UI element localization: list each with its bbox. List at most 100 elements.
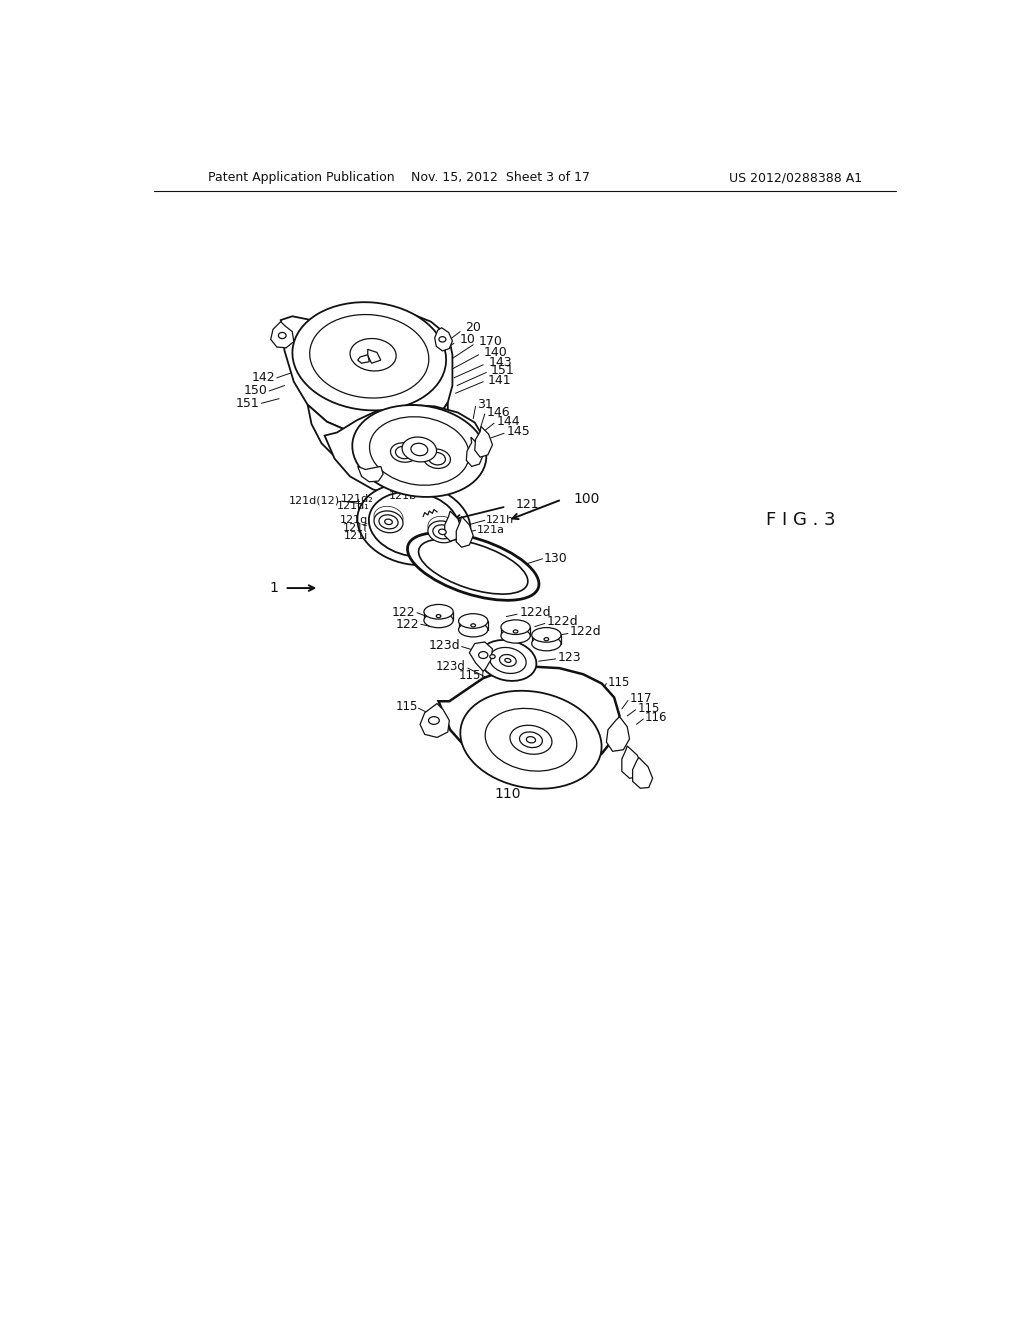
Ellipse shape — [519, 731, 543, 747]
Ellipse shape — [501, 628, 530, 643]
Text: 122: 122 — [395, 618, 419, 631]
Polygon shape — [466, 437, 483, 466]
Text: 121i: 121i — [343, 531, 368, 541]
Polygon shape — [357, 355, 370, 363]
Text: 121f: 121f — [343, 523, 368, 533]
Ellipse shape — [513, 630, 518, 634]
Ellipse shape — [370, 417, 469, 486]
Ellipse shape — [402, 437, 436, 462]
Ellipse shape — [500, 655, 516, 667]
Ellipse shape — [357, 483, 470, 565]
Ellipse shape — [489, 647, 526, 673]
Text: 115: 115 — [395, 700, 418, 713]
Text: 122d: 122d — [569, 626, 601, 639]
Text: 140: 140 — [483, 346, 507, 359]
Text: 144: 144 — [497, 416, 520, 428]
Ellipse shape — [411, 444, 428, 455]
Text: 1: 1 — [269, 581, 279, 595]
Ellipse shape — [374, 511, 403, 533]
Polygon shape — [281, 308, 453, 436]
Text: 142: 142 — [252, 371, 275, 384]
Polygon shape — [622, 746, 643, 779]
Polygon shape — [438, 667, 620, 775]
Text: 100: 100 — [573, 492, 600, 506]
Text: 121d(12): 121d(12) — [289, 495, 340, 506]
Text: 115: 115 — [608, 676, 631, 689]
Polygon shape — [469, 642, 493, 671]
Text: 20: 20 — [466, 321, 481, 334]
Text: US 2012/0288388 A1: US 2012/0288388 A1 — [729, 172, 862, 185]
Ellipse shape — [479, 640, 537, 681]
Text: 146: 146 — [486, 407, 510, 418]
Ellipse shape — [428, 521, 457, 543]
Ellipse shape — [531, 627, 561, 643]
Text: 123: 123 — [558, 651, 582, 664]
Text: F I G . 3: F I G . 3 — [766, 511, 836, 529]
Text: 32: 32 — [330, 346, 345, 359]
Polygon shape — [270, 322, 294, 348]
Ellipse shape — [379, 515, 398, 529]
Polygon shape — [475, 426, 493, 457]
Ellipse shape — [459, 622, 487, 638]
Ellipse shape — [390, 442, 418, 462]
Ellipse shape — [374, 507, 403, 528]
Ellipse shape — [433, 525, 452, 539]
Text: 123d: 123d — [435, 660, 466, 673]
Ellipse shape — [352, 405, 486, 496]
Text: 122d: 122d — [547, 615, 578, 628]
Text: 151: 151 — [237, 397, 260, 409]
Text: 121g: 121g — [340, 515, 368, 525]
Text: 121b: 121b — [389, 491, 417, 500]
Ellipse shape — [438, 529, 446, 535]
Polygon shape — [435, 327, 453, 351]
Text: Nov. 15, 2012  Sheet 3 of 17: Nov. 15, 2012 Sheet 3 of 17 — [411, 172, 590, 185]
Ellipse shape — [293, 302, 446, 411]
Text: 141: 141 — [487, 374, 511, 387]
Ellipse shape — [428, 516, 457, 539]
Polygon shape — [444, 511, 462, 541]
Ellipse shape — [429, 453, 445, 465]
Ellipse shape — [436, 615, 441, 618]
Text: 143: 143 — [488, 356, 512, 370]
Text: 110: 110 — [495, 787, 521, 801]
Text: 117: 117 — [630, 693, 652, 705]
Ellipse shape — [439, 337, 445, 342]
Ellipse shape — [489, 655, 496, 659]
Ellipse shape — [385, 519, 392, 524]
Text: 121a: 121a — [477, 524, 505, 535]
Ellipse shape — [485, 709, 577, 771]
Ellipse shape — [531, 636, 561, 651]
Polygon shape — [457, 516, 473, 548]
Text: 30: 30 — [360, 429, 376, 442]
Polygon shape — [606, 717, 630, 751]
Text: 150: 150 — [244, 384, 267, 397]
Polygon shape — [325, 405, 484, 496]
Text: 122: 122 — [392, 606, 416, 619]
Text: 130: 130 — [544, 552, 567, 565]
Ellipse shape — [424, 449, 451, 469]
Text: 151: 151 — [490, 364, 515, 378]
Text: 10: 10 — [460, 333, 476, 346]
Text: 115: 115 — [459, 669, 481, 682]
Text: 170: 170 — [478, 335, 503, 348]
Ellipse shape — [408, 533, 539, 601]
Polygon shape — [368, 350, 381, 363]
Ellipse shape — [459, 614, 487, 628]
Polygon shape — [633, 758, 652, 788]
Ellipse shape — [544, 638, 549, 640]
Text: 121: 121 — [515, 499, 540, 511]
Text: 123d: 123d — [428, 639, 460, 652]
Ellipse shape — [350, 338, 396, 371]
Ellipse shape — [501, 620, 530, 635]
Polygon shape — [307, 403, 447, 471]
Ellipse shape — [526, 737, 536, 743]
Ellipse shape — [471, 624, 475, 627]
Ellipse shape — [505, 659, 511, 663]
Ellipse shape — [424, 612, 454, 628]
Ellipse shape — [478, 652, 487, 659]
Text: 115: 115 — [637, 702, 659, 714]
Text: 122d: 122d — [519, 606, 551, 619]
Text: 121d₂: 121d₂ — [340, 494, 373, 504]
Polygon shape — [357, 466, 383, 482]
Ellipse shape — [419, 539, 527, 594]
